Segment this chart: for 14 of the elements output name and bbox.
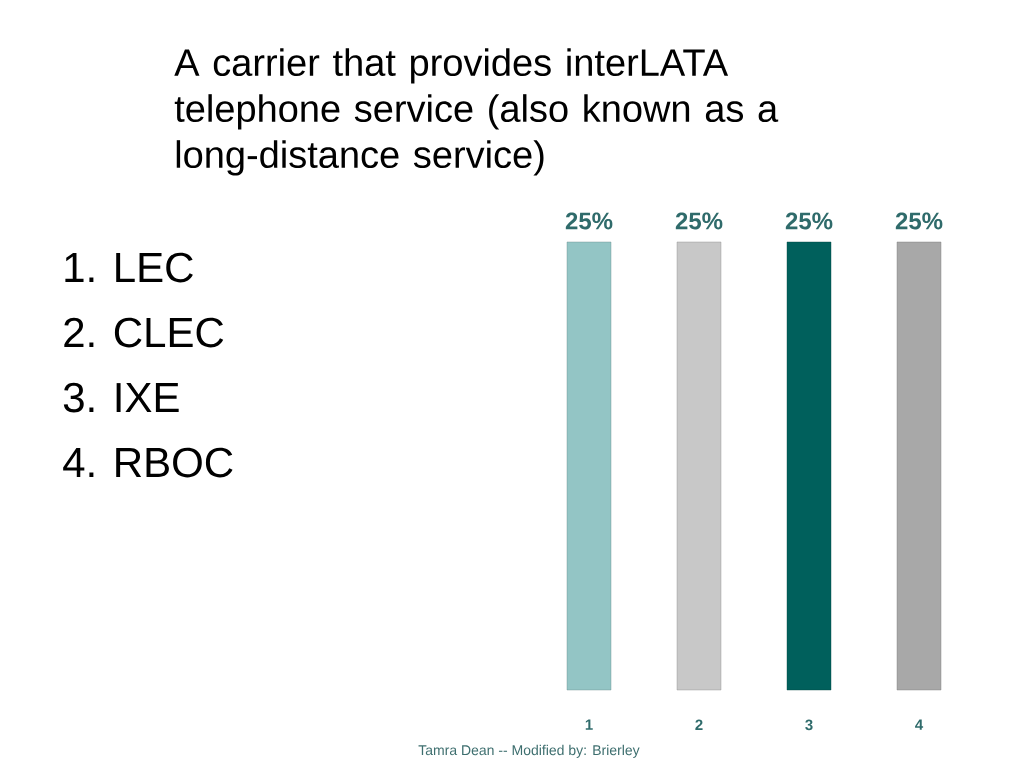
x-tick-label: 2: [695, 719, 703, 731]
data-label: 25%: [895, 212, 943, 230]
text: 3. IXE: [63, 382, 179, 413]
text: 4. RBOC: [63, 447, 233, 478]
text: 1. LEC: [65, 252, 193, 283]
data-label: 25%: [565, 212, 613, 230]
x-tick-label: 1: [585, 719, 593, 730]
x-tick-label: 4: [915, 719, 924, 730]
text: 2. CLEC: [64, 317, 224, 348]
data-label: 25%: [675, 212, 723, 230]
x-tick-label: 3: [805, 719, 813, 731]
data-label: 25%: [785, 212, 833, 230]
chart-title: A carrier that provides interLATA telephone service (also known as a long-distance service): [174, 48, 779, 176]
text: Tamra Dean -- Modified by: Brierley: [418, 744, 640, 758]
